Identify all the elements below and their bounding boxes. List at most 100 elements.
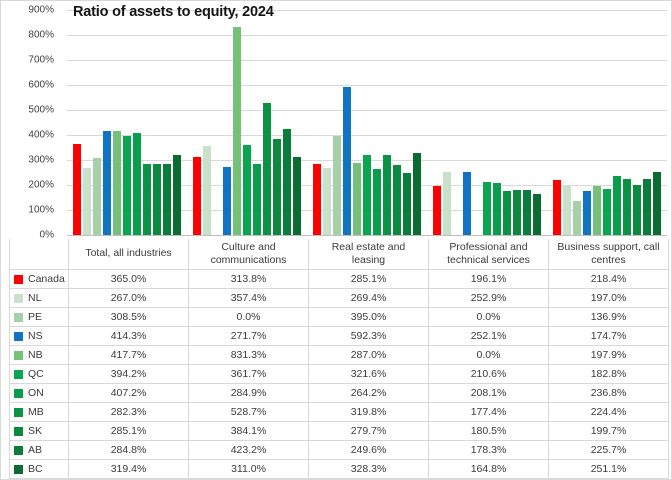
table-cell-ab-5: 225.7% — [548, 440, 668, 459]
bar-bc-5[interactable] — [653, 172, 661, 235]
bar-nb-1[interactable] — [113, 130, 121, 235]
y-axis-tick-label: 100% — [28, 204, 54, 216]
bar-pe-5[interactable] — [573, 200, 581, 235]
legend-label: AB — [28, 444, 43, 456]
legend-swatch-icon — [14, 274, 23, 284]
column-header-business-support: Business support, call centres — [548, 239, 668, 269]
bar-sk-2[interactable] — [273, 138, 281, 235]
bar-nl-5[interactable] — [563, 185, 571, 235]
bar-ab-5[interactable] — [643, 178, 651, 235]
bar-nb-2[interactable] — [233, 27, 241, 235]
table-cell-ab-3: 249.6% — [308, 440, 428, 459]
bar-mb-4[interactable] — [503, 190, 511, 235]
table-cell-ab-1: 284.8% — [68, 440, 188, 459]
table-cell-ns-5: 174.7% — [548, 326, 668, 345]
table-cell-nl-5: 197.0% — [548, 288, 668, 307]
bar-sk-3[interactable] — [393, 165, 401, 235]
bar-bc-4[interactable] — [533, 193, 541, 235]
bar-sk-5[interactable] — [633, 185, 641, 235]
table-cell-pe-3: 395.0% — [308, 307, 428, 326]
table-cell-sk-3: 279.7% — [308, 421, 428, 440]
bar-nb-3[interactable] — [353, 163, 361, 235]
table-cell-sk-2: 384.1% — [188, 421, 308, 440]
bar-nl-4[interactable] — [443, 171, 451, 235]
gridline — [67, 60, 667, 61]
bar-on-3[interactable] — [373, 168, 381, 235]
bar-nb-5[interactable] — [593, 185, 601, 235]
bar-sk-4[interactable] — [513, 189, 521, 235]
column-header-total: Total, all industries — [68, 239, 188, 269]
bar-ab-2[interactable] — [283, 129, 291, 235]
legend-swatch-icon — [14, 426, 23, 436]
plot-area[interactable] — [67, 10, 667, 236]
bar-on-1[interactable] — [133, 133, 141, 235]
gridline — [67, 135, 667, 136]
legend-label: PE — [28, 311, 43, 323]
bar-canada-2[interactable] — [193, 156, 201, 235]
table-cell-sk-4: 180.5% — [428, 421, 548, 440]
column-header-professional: Professional and technical services — [428, 239, 548, 269]
table-cell-ab-2: 423.2% — [188, 440, 308, 459]
table-cell-on-5: 236.8% — [548, 383, 668, 402]
y-axis-tick-label: 900% — [28, 4, 54, 16]
bar-on-5[interactable] — [613, 175, 621, 235]
table-cell-ns-1: 414.3% — [68, 326, 188, 345]
table-cell-qc-3: 321.6% — [308, 364, 428, 383]
bar-qc-2[interactable] — [243, 144, 251, 235]
bar-mb-1[interactable] — [143, 164, 151, 235]
legend-swatch-icon — [14, 369, 23, 379]
chart-plot-region[interactable]: Ratio of assets to equity, 2024 0% 100% 20… — [1, 1, 671, 241]
table-corner-cell — [10, 239, 68, 269]
table-cell-canada-1: 365.0% — [68, 269, 188, 288]
bar-ns-3[interactable] — [343, 86, 351, 235]
bar-on-2[interactable] — [253, 163, 261, 235]
table-cell-ns-3: 592.3% — [308, 326, 428, 345]
bar-canada-1[interactable] — [73, 143, 81, 235]
bar-mb-3[interactable] — [383, 155, 391, 235]
y-axis-tick-label: 200% — [28, 179, 54, 191]
bar-canada-4[interactable] — [433, 185, 441, 235]
table-cell-pe-5: 136.9% — [548, 307, 668, 326]
bar-qc-3[interactable] — [363, 154, 371, 235]
table-cell-bc-3: 328.3% — [308, 459, 428, 478]
bar-ab-3[interactable] — [403, 172, 411, 235]
legend-key-pe: PE — [10, 307, 68, 326]
bar-nl-3[interactable] — [323, 167, 331, 235]
bar-canada-5[interactable] — [553, 180, 561, 235]
bar-bc-2[interactable] — [293, 157, 301, 235]
bar-group-total-all-industries — [67, 10, 187, 235]
bar-groups — [67, 10, 667, 235]
bar-nl-1[interactable] — [83, 168, 91, 235]
bar-qc-5[interactable] — [603, 189, 611, 235]
bar-bc-3[interactable] — [413, 152, 421, 235]
bar-mb-5[interactable] — [623, 178, 631, 235]
bar-qc-4[interactable] — [483, 182, 491, 235]
bar-ns-4[interactable] — [463, 171, 471, 235]
table-cell-ab-4: 178.3% — [428, 440, 548, 459]
legend-key-on: ON — [10, 383, 68, 402]
table-cell-canada-2: 313.8% — [188, 269, 308, 288]
bar-ns-2[interactable] — [223, 167, 231, 235]
column-header-culture: Culture and communications — [188, 239, 308, 269]
bar-nl-2[interactable] — [203, 145, 211, 235]
bar-sk-1[interactable] — [153, 163, 161, 235]
table-cell-mb-1: 282.3% — [68, 402, 188, 421]
bar-canada-3[interactable] — [313, 163, 321, 235]
bar-bc-1[interactable] — [173, 155, 181, 235]
bar-on-4[interactable] — [493, 182, 501, 235]
table-cell-canada-3: 285.1% — [308, 269, 428, 288]
y-axis-tick-label: 700% — [28, 54, 54, 66]
bar-pe-1[interactable] — [93, 157, 101, 235]
y-axis: 0% 100% 200% 300% 400% 500% 600% 700% 800% 900% — [1, 5, 61, 241]
bar-ab-1[interactable] — [163, 163, 171, 235]
bar-ns-5[interactable] — [583, 191, 591, 235]
table-cell-pe-4: 0.0% — [428, 307, 548, 326]
bar-ab-4[interactable] — [523, 190, 531, 235]
table-cell-ns-4: 252.1% — [428, 326, 548, 345]
bar-mb-2[interactable] — [263, 102, 271, 235]
legend-label: NS — [28, 330, 43, 342]
bar-pe-3[interactable] — [333, 136, 341, 235]
bar-ns-1[interactable] — [103, 131, 111, 235]
bar-qc-1[interactable] — [123, 136, 131, 235]
